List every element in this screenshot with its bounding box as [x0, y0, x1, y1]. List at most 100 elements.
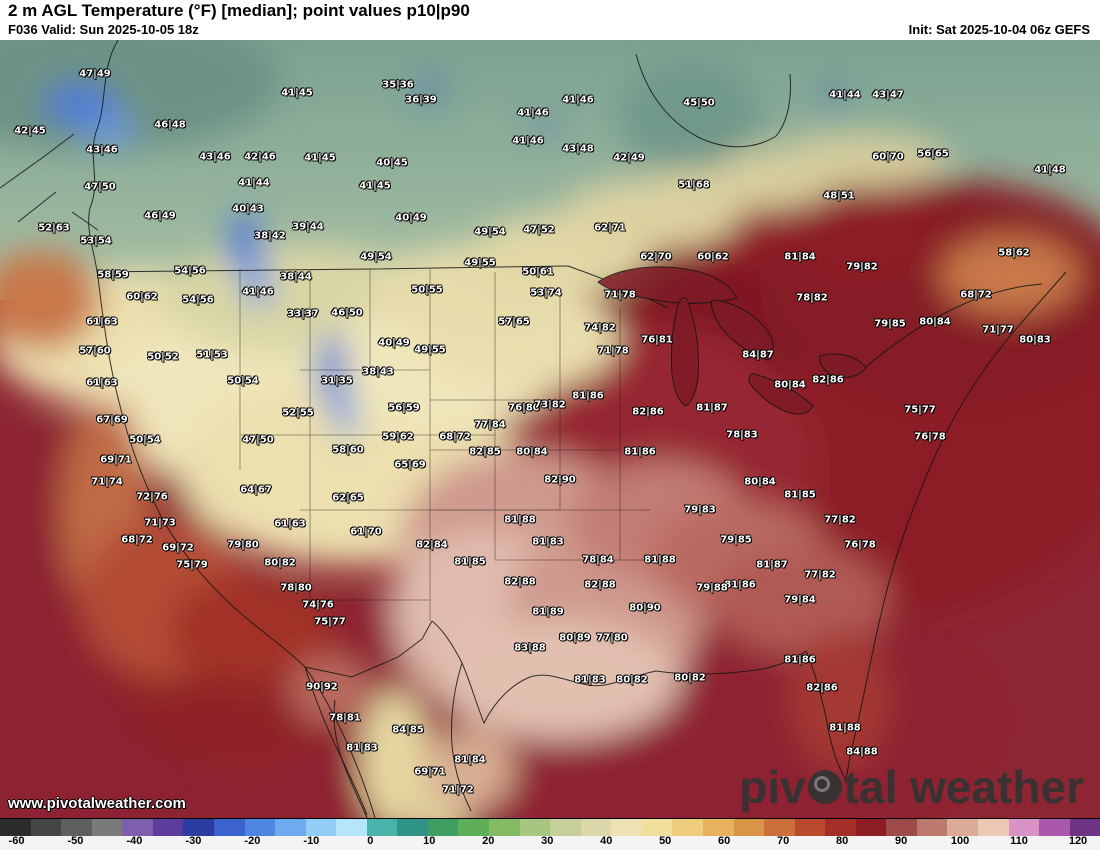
brand-text-right: tal weather [843, 761, 1084, 813]
point-value: 50|55 [411, 284, 443, 296]
point-value: 84|85 [392, 724, 424, 736]
point-value: 43|47 [872, 89, 904, 101]
point-value: 78|81 [329, 712, 361, 724]
point-value: 75|77 [904, 404, 936, 416]
point-value: 81|86 [624, 446, 656, 458]
point-value: 77|84 [474, 419, 506, 431]
point-value: 50|52 [147, 351, 179, 363]
point-value: 56|65 [917, 148, 949, 160]
point-value: 77|82 [804, 569, 836, 581]
colorbar-segment [152, 819, 184, 836]
colorbar-segment [825, 819, 856, 836]
colorbar-segment [764, 819, 795, 836]
point-value: 41|45 [359, 180, 391, 192]
point-value: 80|83 [1019, 334, 1051, 346]
colorbar-tick-label: 0 [367, 835, 374, 847]
point-value: 57|60 [79, 345, 111, 357]
point-value: 52|55 [282, 407, 314, 419]
point-value: 80|84 [919, 316, 951, 328]
point-value: 69|72 [162, 542, 194, 554]
point-value: 56|59 [388, 402, 420, 414]
point-value: 38|42 [254, 230, 286, 242]
point-value: 83|88 [514, 642, 546, 654]
point-value: 36|39 [405, 94, 437, 106]
point-value: 81|86 [572, 390, 604, 402]
colorbar-segment [489, 819, 520, 836]
colorbar-segment [275, 819, 306, 836]
colorbar-tick-label: 20 [482, 835, 495, 847]
brand-logo: piv tal weather [739, 764, 1084, 810]
point-value: 79|85 [720, 534, 752, 546]
colorbar-segment [1008, 819, 1040, 836]
point-value: 81|87 [696, 402, 728, 414]
point-value: 81|84 [454, 754, 486, 766]
point-value: 78|84 [582, 554, 614, 566]
point-value: 71|74 [91, 476, 123, 488]
point-value: 81|87 [756, 559, 788, 571]
colorbar-segment [427, 819, 459, 836]
point-value: 82|84 [416, 539, 448, 551]
point-value: 49|54 [360, 251, 392, 263]
colorbar-segment [641, 819, 673, 836]
point-value: 42|46 [244, 151, 276, 163]
point-value: 41|45 [304, 152, 336, 164]
point-value: 76|78 [844, 539, 876, 551]
point-value: 71|72 [442, 784, 474, 796]
watermark-url: www.pivotalweather.com [8, 795, 186, 812]
point-value: 51|68 [678, 179, 710, 191]
colorbar-segment [916, 819, 948, 836]
point-value: 76|81 [641, 334, 673, 346]
point-value: 52|63 [38, 222, 70, 234]
point-value: 80|84 [516, 446, 548, 458]
colorbar-tick-label: -60 [8, 835, 25, 847]
point-value: 69|71 [414, 766, 446, 778]
point-value: 76|80 [508, 402, 540, 414]
point-value: 58|62 [998, 247, 1030, 259]
point-value: 45|50 [683, 97, 715, 109]
point-value: 80|84 [744, 476, 776, 488]
colorbar-tick-label: 100 [950, 835, 970, 847]
point-value: 49|54 [474, 226, 506, 238]
point-value: 67|69 [96, 414, 128, 426]
point-value: 42|45 [14, 125, 46, 137]
point-value: 41|45 [281, 87, 313, 99]
point-value: 80|82 [616, 674, 648, 686]
colorbar-tick-label: 110 [1010, 835, 1028, 847]
point-value: 68|72 [121, 534, 153, 546]
colorbar-tick-label: -20 [244, 835, 261, 847]
colorbar-tick-label: -30 [185, 835, 202, 847]
page-title: 2 m AGL Temperature (°F) [median]; point… [8, 1, 470, 20]
colorbar-segment [30, 819, 62, 836]
point-value: 41|46 [517, 107, 549, 119]
colorbar-segment [122, 819, 153, 836]
point-value: 41|44 [238, 177, 270, 189]
point-value: 60|70 [872, 151, 904, 163]
colorbar-gradient [0, 818, 1100, 836]
point-value: 75|77 [314, 616, 346, 628]
point-value: 78|82 [796, 292, 828, 304]
colorbar-segment [855, 819, 887, 836]
point-value: 81|88 [504, 514, 536, 526]
point-value: 77|80 [596, 632, 628, 644]
point-value: 82|86 [632, 406, 664, 418]
point-value: 80|84 [774, 379, 806, 391]
colorbar-tick-label: 40 [600, 835, 613, 847]
colorbar-segment [947, 819, 978, 836]
point-value: 65|69 [394, 459, 426, 471]
point-value: 50|54 [227, 375, 259, 387]
point-value: 41|44 [829, 89, 861, 101]
colorbar-segment [213, 819, 245, 836]
colorbar-segment [794, 819, 826, 836]
colorbar-segment [1069, 819, 1100, 836]
point-value: 47|49 [79, 68, 111, 80]
point-value: 68|72 [960, 289, 992, 301]
temperature-field-graphic [0, 40, 1100, 818]
point-value: 38|43 [362, 366, 394, 378]
point-value: 43|48 [562, 143, 594, 155]
point-value: 53|74 [530, 287, 562, 299]
colorbar-segment [91, 819, 123, 836]
point-value: 49|55 [414, 344, 446, 356]
point-value: 81|88 [644, 554, 676, 566]
point-value: 81|88 [829, 722, 861, 734]
point-value: 58|60 [332, 444, 364, 456]
